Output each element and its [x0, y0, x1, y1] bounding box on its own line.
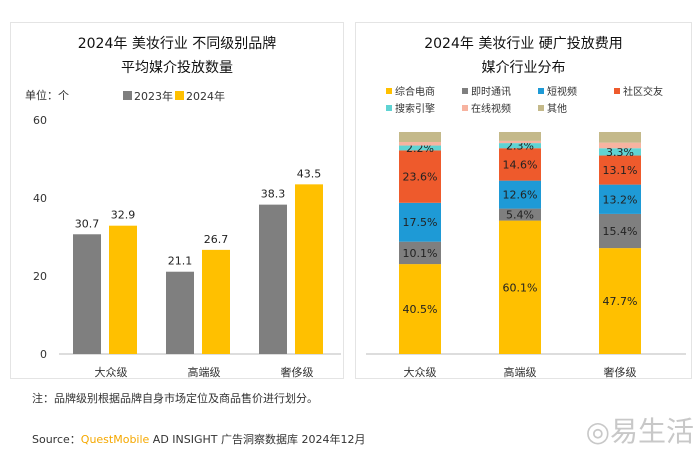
data-label: 13.1%	[603, 164, 638, 177]
legend-label: 即时通讯	[471, 86, 511, 98]
x-tick-label: 奢侈级	[281, 365, 314, 378]
legend-swatch	[123, 91, 132, 100]
source-brand: QuestMobile	[80, 433, 150, 446]
bar	[73, 234, 101, 354]
legend-label: 综合电商	[395, 85, 435, 98]
stacked-segment	[599, 184, 641, 214]
data-label: 14.6%	[503, 158, 538, 171]
legend-swatch	[386, 88, 392, 94]
stacked-segment	[399, 241, 441, 265]
bar	[259, 204, 287, 354]
data-label: 21.1	[168, 255, 193, 268]
stacked-segment	[399, 202, 441, 242]
data-label: 60.1%	[503, 281, 538, 294]
stacked-segment	[499, 180, 541, 209]
stacked-segment	[399, 132, 441, 142]
left-chart-panel: 2024年 美妆行业 不同级别品牌 平均媒介投放数量 单位：个 2023年 2024…	[10, 22, 344, 379]
data-label: 15.4%	[603, 225, 638, 238]
stacked-segment	[499, 220, 541, 354]
bar	[295, 184, 323, 354]
data-label: 30.7	[75, 217, 100, 230]
stacked-segment	[399, 264, 441, 354]
data-label: 13.2%	[603, 193, 638, 206]
stacked-segment	[399, 141, 441, 146]
stacked-segment	[599, 248, 641, 354]
x-tick-label: 高端级	[188, 365, 221, 378]
data-label: 32.9	[111, 209, 136, 222]
stacked-segment	[599, 213, 641, 249]
right-chart-title-2: 媒介行业分布	[481, 60, 566, 76]
legend-label: 搜索引擎	[395, 102, 435, 115]
left-chart: 单位：个 2023年 2024年 0 20 40 60 30.7 32.9 大众级 21.1 26.7…	[25, 88, 341, 378]
data-label: 5.4%	[506, 209, 534, 222]
left-chart-title-1: 2024年 美妆行业 不同级别品牌	[77, 36, 277, 52]
watermark-logo: ◎易生活	[585, 415, 694, 448]
data-label: 40.5%	[403, 303, 438, 316]
legend-label: 2024年	[186, 89, 225, 103]
stacked-segment	[499, 132, 541, 141]
data-label: 43.5	[297, 167, 322, 180]
bar	[166, 271, 194, 354]
source-line: Source：QuestMobile AD INSIGHT 广告洞察数据库 20…	[32, 431, 366, 447]
data-label: 38.3	[261, 188, 286, 201]
legend-swatch	[386, 105, 392, 111]
legend-swatch	[538, 88, 544, 94]
stacked-segment	[499, 140, 541, 144]
data-label: 17.5%	[403, 216, 438, 229]
y-tick-label: 60	[33, 114, 47, 127]
data-label: 3.3%	[606, 146, 634, 159]
stacked-segment	[499, 143, 541, 149]
footnote: 注：品牌级别根据品牌自身市场定位及商品售价进行划分。	[32, 392, 318, 405]
x-tick-label: 大众级	[95, 365, 128, 378]
legend-label: 2023年	[134, 89, 173, 103]
y-tick-label: 0	[40, 348, 47, 361]
stacked-segment	[599, 155, 641, 185]
legend-label: 社区交友	[623, 85, 663, 98]
y-tick-label: 40	[33, 192, 47, 205]
unit-label: 单位：个	[25, 88, 69, 102]
stacked-segment	[399, 145, 441, 151]
data-label: 26.7	[204, 233, 229, 246]
legend-swatch	[175, 91, 184, 100]
stacked-segment	[599, 132, 641, 143]
data-label: 23.6%	[403, 171, 438, 184]
legend-label: 短视频	[547, 85, 577, 98]
stacked-segment	[499, 148, 541, 181]
legend-swatch	[538, 105, 544, 111]
stacked-segment	[399, 150, 441, 203]
y-tick-label: 20	[33, 270, 47, 283]
right-chart-title-1: 2024年 美妆行业 硬广投放费用	[424, 36, 623, 52]
right-chart-panel: 2024年 美妆行业 硬广投放费用 媒介行业分布 综合电商 即时通讯 短视频 社区交友…	[355, 22, 692, 379]
source-prefix: Source：	[32, 433, 81, 446]
left-chart-title-2: 平均媒介投放数量	[121, 60, 233, 76]
stacked-segment	[499, 208, 541, 221]
bar	[109, 225, 137, 354]
legend-swatch	[614, 88, 620, 94]
legend-label: 在线视频	[471, 102, 511, 115]
stacked-segment	[599, 142, 641, 149]
x-tick-label: 大众级	[404, 365, 437, 378]
x-tick-label: 高端级	[504, 365, 537, 378]
data-label: 47.7%	[603, 295, 638, 308]
source-rest: AD INSIGHT 广告洞察数据库 2024年12月	[149, 433, 366, 446]
bar	[202, 249, 230, 354]
legend-label: 其他	[547, 102, 567, 115]
legend-swatch	[462, 88, 468, 94]
legend-swatch	[462, 105, 468, 111]
stacked-segment	[599, 148, 641, 156]
data-label: 12.6%	[503, 189, 538, 202]
x-tick-label: 奢侈级	[604, 365, 637, 378]
data-label: 10.1%	[403, 247, 438, 260]
